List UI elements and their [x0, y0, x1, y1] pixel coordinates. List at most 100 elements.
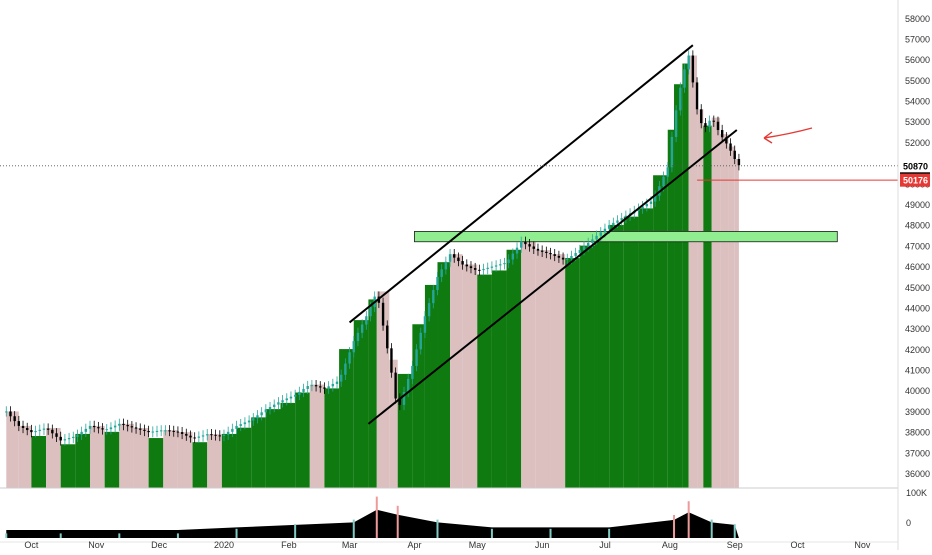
volume-bar — [59, 533, 62, 538]
price-tick-label: 41000 — [905, 366, 930, 376]
candle-body — [406, 378, 410, 392]
volume-tick-label: 0 — [906, 518, 911, 528]
candle-body — [482, 268, 485, 271]
candle-body — [683, 69, 686, 88]
candle-body — [536, 248, 540, 251]
fill-segment — [734, 158, 739, 489]
fill-segment — [535, 250, 551, 488]
fill-segment — [133, 427, 149, 488]
candle-body — [72, 436, 75, 439]
volume-bar — [490, 528, 493, 538]
candle-body — [465, 264, 468, 267]
candle-body — [637, 208, 640, 212]
price-tick-label: 39000 — [905, 407, 930, 417]
fill-segment — [688, 55, 698, 489]
candle-body — [289, 396, 293, 399]
fill-segment — [389, 359, 398, 488]
candle-body — [306, 386, 309, 389]
candle-body — [143, 429, 146, 431]
candle-body — [281, 400, 284, 403]
candle-body — [578, 250, 582, 253]
price-tick-label: 56000 — [905, 55, 930, 65]
fill-segment — [682, 63, 689, 489]
candle-body — [130, 426, 134, 428]
candle-body — [214, 434, 217, 436]
price-tick-label: 36000 — [905, 469, 930, 479]
candle-body — [38, 429, 41, 431]
time-tick-label: Mar — [342, 540, 358, 550]
price-tick-label: 58000 — [905, 14, 930, 24]
candle-body — [566, 258, 569, 260]
candle-body — [176, 431, 180, 433]
price-tick-label: 53000 — [905, 117, 930, 127]
candle-body — [473, 268, 477, 270]
candle-body — [653, 195, 657, 202]
fill-segment — [462, 264, 478, 488]
candle-body — [59, 436, 62, 441]
candle-body — [159, 430, 163, 432]
volume-bar — [294, 524, 297, 538]
candle-body — [285, 398, 288, 401]
candle-body — [666, 167, 669, 177]
candle-body — [700, 109, 703, 124]
price-axis[interactable]: 5800057000560005500054000530005200051000… — [897, 0, 930, 550]
price-tick-label: 49000 — [905, 200, 930, 210]
candle-body — [386, 325, 389, 349]
fill-segment — [192, 442, 208, 488]
candle-body — [394, 372, 397, 399]
candle-body — [662, 176, 665, 187]
baseline-fills — [6, 55, 739, 489]
candle-body — [708, 120, 711, 127]
volume-pane — [0, 487, 898, 538]
fill-segment — [46, 427, 61, 488]
candle-body — [595, 235, 598, 240]
time-tick-label: Oct — [24, 540, 39, 550]
candlesticks — [5, 50, 741, 446]
candle-body — [34, 430, 37, 433]
time-tick-label: Aug — [662, 540, 678, 550]
candle-body — [545, 251, 548, 253]
candle-body — [113, 425, 117, 428]
time-tick-label: Dec — [151, 540, 168, 550]
volume-area — [6, 509, 739, 538]
candle-body — [206, 434, 209, 436]
candle-body — [679, 87, 682, 111]
candle-body — [97, 427, 100, 429]
time-tick-label: Jul — [599, 540, 611, 550]
candle-body — [599, 232, 602, 236]
candle-body — [256, 415, 259, 419]
price-tick-label: 40000 — [905, 386, 930, 396]
volume-bar — [710, 519, 713, 538]
candle-body — [273, 404, 276, 408]
candle-body — [591, 239, 594, 243]
candle-body — [469, 266, 473, 269]
price-tick-label: 47000 — [905, 241, 930, 251]
fill-segment — [653, 175, 668, 488]
candle-body — [670, 136, 674, 168]
fill-segment — [477, 274, 492, 488]
candle-body — [561, 257, 565, 260]
candle-body — [51, 429, 54, 434]
volume-bar — [733, 524, 736, 538]
candle-body — [164, 430, 167, 432]
candle-body — [139, 428, 142, 430]
candle-body — [720, 130, 724, 138]
candle-body — [5, 411, 8, 413]
candle-body — [293, 394, 297, 397]
volume-bar — [235, 528, 238, 538]
candle-body — [494, 265, 498, 267]
candle-body — [440, 269, 443, 277]
candle-body — [231, 428, 234, 432]
candle-body — [478, 269, 481, 271]
candle-body — [13, 416, 16, 422]
candle-body — [185, 433, 188, 436]
candle-body — [314, 385, 318, 387]
candle-body — [444, 261, 448, 270]
candle-body — [226, 431, 230, 435]
candle-body — [674, 110, 678, 137]
time-axis[interactable]: Oct Nov Dec 2020 Feb Mar Apr May Jun Jul Aug Sep Oct… — [0, 540, 898, 550]
volume-tick-label: 100K — [906, 488, 927, 498]
candle-body — [737, 158, 741, 166]
